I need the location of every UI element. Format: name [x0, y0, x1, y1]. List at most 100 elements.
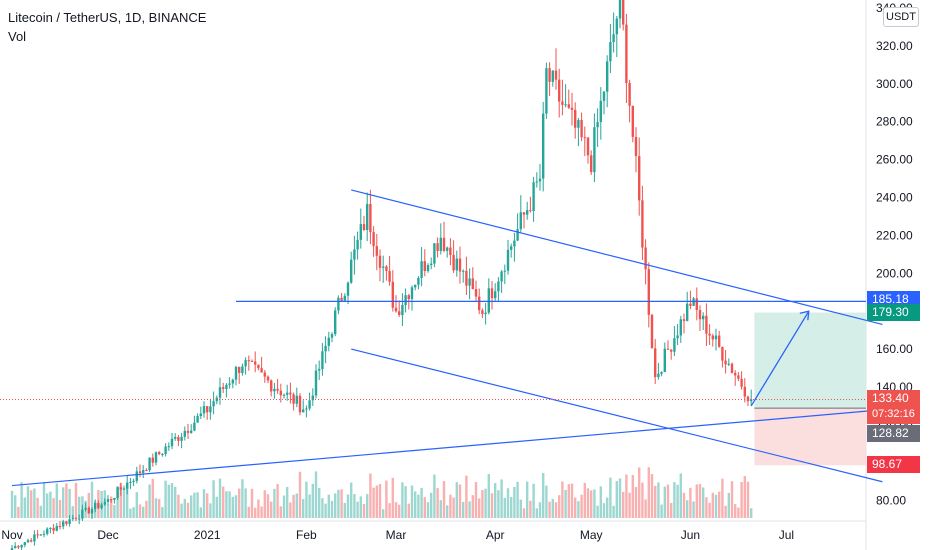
volume-bar	[356, 501, 359, 518]
volume-bar	[644, 499, 647, 518]
volume-bar	[30, 490, 33, 518]
volume-bar	[346, 494, 350, 518]
candle-body	[410, 287, 414, 300]
volume-label[interactable]: Vol	[8, 29, 27, 44]
volume-bar	[394, 502, 398, 518]
volume-bar	[212, 480, 215, 518]
volume-bar	[164, 480, 167, 518]
candle-body	[551, 70, 554, 82]
volume-bar	[593, 489, 596, 518]
volume-bar	[692, 501, 695, 518]
volume-bar	[206, 493, 209, 518]
volume-bar	[388, 503, 391, 518]
volume-bar	[500, 479, 503, 518]
candle-body	[497, 281, 500, 292]
volume-bar	[436, 488, 439, 518]
volume-bar	[151, 478, 154, 518]
candle-body	[570, 107, 574, 110]
candle-body	[622, 0, 625, 25]
volume-bar	[657, 482, 660, 518]
volume-bar	[682, 492, 686, 518]
candle-body	[97, 503, 100, 509]
candle-body	[340, 297, 343, 301]
volume-bar	[103, 490, 106, 518]
currency-selector[interactable]: USDT	[883, 7, 919, 27]
candle-body	[426, 265, 430, 271]
price-tick-label: 300.00	[876, 77, 913, 91]
candle-body	[730, 363, 734, 373]
candle-body	[615, 18, 618, 35]
candle-body	[455, 258, 458, 271]
candle-body	[458, 258, 462, 272]
candle-body	[516, 229, 519, 241]
trend-line	[11, 409, 883, 487]
candle-body	[10, 548, 14, 550]
volume-bar	[116, 486, 119, 518]
candle-body	[346, 282, 350, 296]
candle-body	[478, 296, 481, 311]
candle-body	[369, 203, 372, 233]
candle-body	[263, 372, 266, 377]
candle-body	[644, 247, 647, 270]
volume-bar	[439, 500, 442, 518]
volume-bar	[289, 502, 292, 518]
volume-bar	[270, 501, 273, 518]
candle-body	[234, 366, 238, 380]
volume-bar	[260, 506, 263, 518]
volume-bar	[609, 477, 612, 518]
volume-bar	[721, 478, 724, 518]
candle-body	[305, 408, 308, 410]
candle-body	[654, 348, 657, 378]
candle-body	[548, 68, 551, 82]
candle-body	[382, 266, 385, 268]
volume-bar	[378, 484, 382, 518]
time-tick-label: Dec	[97, 528, 118, 542]
volume-bar	[561, 481, 564, 518]
candle-body	[420, 261, 423, 278]
volume-bar	[718, 491, 721, 518]
candle-body	[286, 392, 289, 395]
trend-line	[351, 189, 883, 326]
candle-body	[170, 438, 174, 447]
candle-body	[132, 480, 135, 482]
volume-bar	[231, 496, 234, 518]
volume-bar	[308, 494, 311, 518]
volume-bar	[353, 494, 356, 518]
candle-body	[535, 181, 538, 183]
volume-bar	[366, 494, 369, 518]
volume-bar	[705, 497, 708, 518]
volume-bar	[343, 502, 346, 518]
volume-bar	[273, 488, 276, 518]
candle-body	[206, 406, 209, 413]
candle-body	[81, 509, 84, 519]
time-tick-label: Feb	[296, 528, 317, 542]
volume-bar	[487, 473, 490, 518]
volume-bar	[618, 478, 622, 518]
candle-body	[228, 383, 231, 385]
candle-body	[350, 259, 353, 283]
candle-body	[612, 34, 615, 43]
stop-price-tag: 98.67	[867, 456, 920, 473]
candle-body	[407, 295, 410, 300]
volume-bar	[81, 496, 84, 518]
volume-bar	[522, 508, 526, 518]
volume-bar	[417, 494, 420, 518]
volume-bar	[567, 484, 570, 518]
candle-body	[561, 101, 564, 105]
price-tick-label: 260.00	[876, 153, 913, 167]
volume-bar	[340, 489, 343, 518]
candle-body	[695, 298, 698, 310]
candle-body	[519, 212, 522, 230]
candle-body	[682, 319, 686, 321]
volume-bar	[666, 484, 670, 518]
candle-body	[270, 380, 273, 392]
candle-body	[276, 388, 279, 391]
volume-bar	[359, 496, 362, 518]
volume-bar	[391, 477, 394, 518]
symbol-title[interactable]: Litecoin / TetherUS, 1D, BINANCE	[8, 10, 207, 25]
candle-body	[404, 295, 407, 306]
volume-bar	[186, 502, 190, 518]
time-tick-label: Jul	[779, 528, 794, 542]
candle-body	[366, 203, 369, 230]
